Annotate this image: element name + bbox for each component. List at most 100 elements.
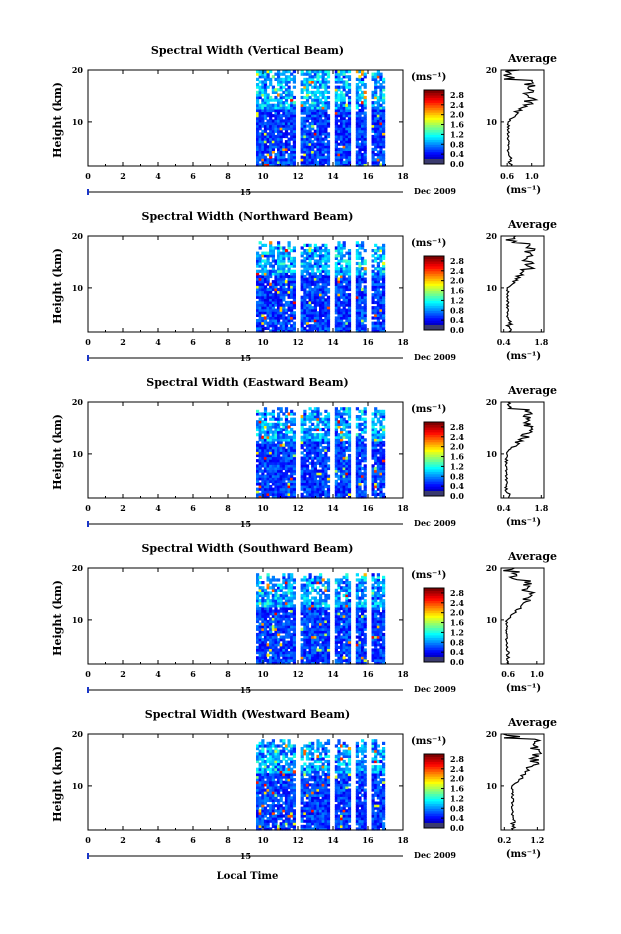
x-tick-label: 0	[85, 337, 91, 347]
x-tick-label: 12	[292, 503, 303, 513]
heatmap-cell	[343, 241, 346, 244]
colorbar-tick-label: 1.2	[450, 461, 464, 471]
heatmap-cell	[364, 444, 367, 447]
heatmap-cell	[288, 86, 291, 89]
average-x-label: (ms⁻¹)	[506, 185, 541, 196]
heatmap-cell	[364, 418, 367, 421]
colorbar-unit: (ms⁻¹)	[411, 404, 446, 415]
average-profile-line	[504, 70, 537, 166]
heatmap-cell	[327, 265, 330, 268]
heatmap-cell	[261, 581, 264, 584]
heatmap-cell	[348, 75, 351, 78]
heatmap-cell	[382, 410, 385, 413]
heatmap-cell	[327, 594, 330, 597]
average-profile-line	[505, 402, 533, 498]
colorbar-floor	[424, 325, 444, 330]
heatmap-cell	[348, 423, 351, 426]
heatmap-cell	[327, 612, 330, 615]
colorbar-tick-label: 1.2	[450, 129, 464, 139]
x-tick-label: 8	[225, 337, 231, 347]
heatmap-cell	[356, 573, 359, 576]
heatmap-cell	[364, 278, 367, 281]
average-y-tick-label: 20	[486, 65, 498, 75]
average-x-label: (ms⁻¹)	[506, 351, 541, 362]
x-tick-label: 2	[120, 503, 126, 513]
average-y-tick-label: 20	[486, 397, 498, 407]
heatmap-cell	[364, 83, 367, 86]
heatmap-cell	[277, 578, 280, 581]
heatmap-cell	[319, 573, 322, 576]
heatmap-cell	[277, 241, 280, 244]
panel-title: Spectral Width (Northward Beam)	[142, 210, 354, 223]
heatmap-cell	[327, 114, 330, 117]
average-x-tick-label: 0.4	[497, 337, 511, 347]
heatmap-cell	[290, 91, 293, 94]
colorbar-tick-label: 0.8	[450, 139, 464, 149]
colorbar-tick-label: 0.4	[450, 481, 464, 491]
x-tick-label: 4	[155, 171, 161, 181]
colorbar-tick-label: 2.4	[450, 266, 464, 276]
heatmap-cell	[309, 244, 312, 247]
heatmap-cell	[364, 112, 367, 115]
heatmap-cell	[327, 485, 330, 488]
average-title: Average	[507, 52, 557, 65]
heatmap-cell	[327, 578, 330, 581]
heatmap-cell	[327, 296, 330, 299]
heatmap-cell	[293, 578, 296, 581]
average-x-tick-label: 1.8	[534, 503, 548, 513]
heatmap-cell	[364, 464, 367, 467]
heatmap-cell	[382, 493, 385, 496]
plot-frame	[88, 70, 403, 166]
average-profile-line	[506, 236, 535, 332]
average-x-tick-label: 1.8	[534, 337, 548, 347]
heatmap-cell	[382, 86, 385, 89]
colorbar-unit: (ms⁻¹)	[411, 72, 446, 83]
average-x-label: (ms⁻¹)	[506, 517, 541, 528]
heatmap-cell	[269, 241, 272, 244]
heatmap-cell	[319, 412, 322, 415]
heatmap-cell	[280, 418, 283, 421]
colorbar-tick-label: 1.6	[450, 120, 464, 130]
heatmap-cell	[364, 91, 367, 94]
heatmap-cell	[327, 457, 330, 460]
heatmap-cell	[327, 438, 330, 441]
heatmap-cell	[282, 573, 285, 576]
heatmap-cell	[364, 324, 367, 327]
heatmap-cell	[364, 438, 367, 441]
heatmap-cell	[293, 418, 296, 421]
colorbar-tick-label: 0.4	[450, 315, 464, 325]
heatmap-cell	[382, 441, 385, 444]
x-tick-label: 12	[292, 171, 303, 181]
x-tick-label: 16	[362, 337, 374, 347]
heatmap-cell	[293, 431, 296, 434]
heatmap-cell	[327, 604, 330, 607]
heatmap-cell	[348, 293, 351, 296]
heatmap-cell	[364, 259, 367, 262]
x-tick-label: 6	[190, 171, 196, 181]
heatmap-cell	[264, 244, 267, 247]
heatmap-cell	[364, 73, 367, 76]
plot-frame	[88, 236, 403, 332]
month-label: Dec 2009	[414, 352, 456, 362]
month-label: Dec 2009	[414, 186, 456, 196]
y-tick-label: 20	[72, 65, 84, 75]
panel-title: Spectral Width (Southward Beam)	[141, 542, 353, 555]
heatmap-cell	[364, 96, 367, 99]
heatmap-cell	[293, 86, 296, 89]
heatmap-cell	[327, 96, 330, 99]
heatmap-cell	[358, 252, 361, 255]
x-tick-label: 2	[120, 337, 126, 347]
heatmap-cell	[293, 412, 296, 415]
average-y-tick-label: 20	[486, 231, 498, 241]
average-x-tick-label: 0.4	[497, 503, 511, 513]
colorbar-tick-label: 0.0	[450, 325, 464, 335]
x-tick-label: 6	[190, 503, 196, 513]
heatmap-cell	[348, 96, 351, 99]
colorbar-tick-label: 0.8	[450, 305, 464, 315]
colorbar-tick-label: 2.0	[450, 276, 464, 286]
y-tick-label: 10	[72, 117, 84, 127]
heatmap-cell	[327, 475, 330, 478]
heatmap-cell	[348, 83, 351, 86]
